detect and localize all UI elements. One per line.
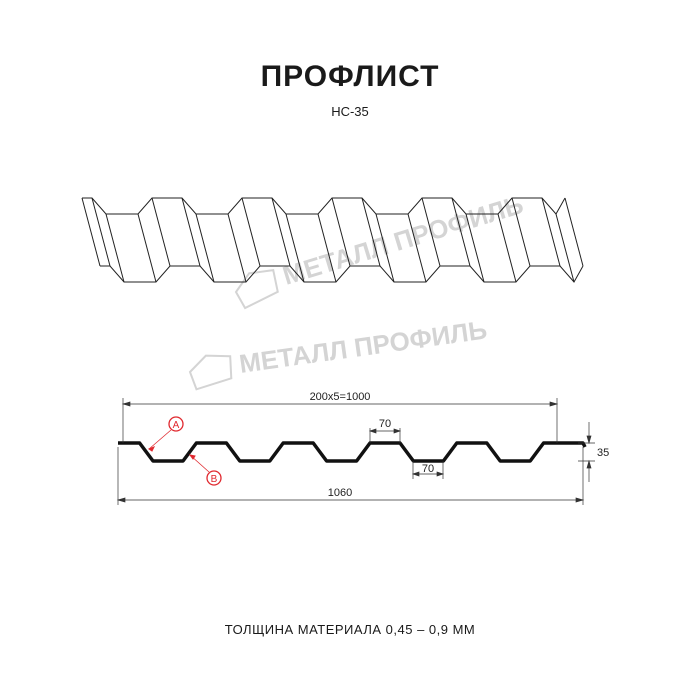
model-subtitle: НС-35	[331, 104, 369, 119]
total-width-dimension: 1060	[328, 487, 352, 499]
callout-a	[147, 416, 184, 452]
sheet-fold-line	[465, 213, 485, 283]
sheet-fold-line	[271, 197, 291, 267]
isometric-sheet-view	[81, 197, 584, 283]
width-dimension: 200x5=1000	[310, 391, 371, 403]
sheet-fold-line	[91, 197, 111, 267]
sheet-fold-line	[227, 213, 247, 283]
sheet-front-edge	[82, 197, 566, 215]
sheet-fold-line	[407, 213, 427, 283]
sheet-fold-line	[564, 197, 584, 267]
page-title: ПРОФЛИСТ	[260, 60, 440, 93]
height-dimension: 35	[597, 447, 609, 459]
profile-cross-section	[118, 441, 587, 463]
material-thickness: ТОЛЩИНА МАТЕРИАЛА 0,45 – 0,9 ММ	[224, 622, 476, 637]
sheet-fold-line	[331, 197, 351, 267]
callout-b	[188, 454, 222, 486]
svg-text:МЕТАЛЛ ПРОФИЛЬ: МЕТАЛЛ ПРОФИЛЬ	[279, 189, 527, 291]
sheet-fold-line	[451, 197, 471, 267]
sheet-fold-line	[421, 197, 441, 267]
sheet-fold-line	[497, 213, 517, 283]
sheet-fold-line	[105, 213, 125, 283]
sheet-fold-line	[511, 197, 531, 267]
sheet-fold-line	[137, 213, 157, 283]
sheet-fold-line	[181, 197, 201, 267]
watermark-logo-top: МЕТАЛЛ ПРОФИЛЬ	[234, 189, 527, 310]
label-a: A	[173, 420, 180, 431]
sheet-fold-line	[317, 213, 337, 283]
sheet-fold-line	[81, 197, 101, 267]
bottom-rib-dimension: 70	[422, 463, 434, 475]
sheet-fold-line	[285, 213, 305, 283]
sheet-fold-line	[375, 213, 395, 283]
sheet-fold-line	[195, 213, 215, 283]
top-rib-dimension: 70	[379, 418, 391, 430]
sheet-back-edge	[100, 265, 584, 283]
label-b: B	[211, 474, 218, 485]
sheet-fold-line	[241, 197, 261, 267]
svg-text:МЕТАЛЛ ПРОФИЛЬ: МЕТАЛЛ ПРОФИЛЬ	[237, 314, 489, 378]
sheet-fold-line	[541, 197, 561, 267]
sheet-fold-line	[555, 213, 575, 283]
watermark-logo-bottom: МЕТАЛЛ ПРОФИЛЬ	[188, 314, 489, 391]
sheet-fold-line	[151, 197, 171, 267]
dimension-lines	[116, 398, 595, 505]
sheet-fold-line	[361, 197, 381, 267]
